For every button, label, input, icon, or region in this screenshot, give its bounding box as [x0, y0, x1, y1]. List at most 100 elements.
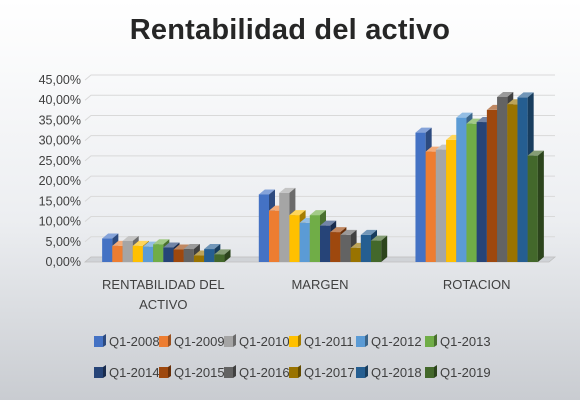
bar-top	[497, 91, 514, 97]
legend-label: Q1-2016	[239, 365, 290, 380]
legend-swatch	[94, 367, 103, 378]
y-tick-label: 0,00%	[46, 255, 81, 269]
bar-top	[371, 235, 388, 241]
legend-swatch-side	[168, 334, 171, 347]
bar	[527, 150, 544, 262]
bar-top	[517, 92, 534, 98]
bar-top	[527, 150, 544, 156]
bar-front	[153, 244, 164, 262]
bar-top	[153, 239, 170, 245]
bar-front	[527, 155, 538, 262]
bar-front	[507, 104, 518, 263]
bar-front	[435, 149, 447, 262]
x-category-label: ACTIVO	[139, 297, 187, 312]
bar-top	[330, 227, 347, 233]
legend-swatch-side	[298, 334, 301, 347]
legend-swatch	[425, 336, 434, 347]
bar-top	[340, 229, 357, 235]
legend-label: Q1-2009	[174, 334, 225, 349]
y-tick-label: 25,00%	[39, 154, 81, 168]
gridline	[84, 74, 555, 81]
bar-top	[415, 127, 432, 133]
bar-front	[102, 238, 113, 262]
bar-top	[320, 220, 337, 226]
legend-item: Q1-2011	[289, 334, 354, 349]
chart-title: Rentabilidad del activo	[129, 14, 451, 46]
legend-swatch	[224, 367, 233, 378]
bar-top	[309, 210, 326, 216]
bar-top	[102, 233, 119, 239]
legend-item: Q1-2019	[425, 365, 491, 380]
legend-item: Q1-2018	[356, 365, 422, 380]
bar-top	[204, 244, 221, 250]
legend-item: Q1-2013	[425, 334, 491, 349]
gridline	[84, 195, 555, 202]
bar-top	[132, 240, 149, 246]
bar-front	[112, 245, 123, 262]
legend-label: Q1-2014	[109, 365, 160, 380]
bar-front	[173, 249, 184, 262]
y-tick-label: 30,00%	[39, 134, 81, 148]
legend-label: Q1-2017	[304, 365, 355, 380]
legend-swatch-side	[365, 334, 368, 347]
x-category-label: RENTABILIDAD DEL	[102, 277, 225, 292]
bar-top	[258, 189, 275, 195]
bar-top	[279, 187, 296, 193]
legend-label: Q1-2011	[304, 334, 354, 349]
y-tick-label: 40,00%	[39, 93, 81, 107]
legend-label: Q1-2015	[174, 365, 225, 380]
bar-top	[214, 249, 231, 255]
bar-front	[497, 96, 508, 262]
legend-label: Q1-2012	[371, 334, 422, 349]
bar-front	[330, 232, 341, 262]
legend-label: Q1-2010	[239, 334, 290, 349]
bar-front	[258, 194, 269, 262]
bar-front	[466, 123, 477, 263]
legend-swatch-side	[434, 365, 437, 378]
bar-front	[183, 249, 194, 262]
y-tick-label: 15,00%	[39, 194, 81, 208]
y-tick-label: 5,00%	[46, 235, 81, 249]
y-tick-label: 10,00%	[39, 215, 81, 229]
bar-top	[289, 210, 306, 216]
legend-swatch-side	[233, 334, 236, 347]
bar-front	[132, 245, 143, 262]
bar-front	[456, 117, 467, 262]
legend-swatch	[159, 367, 168, 378]
bar-front	[517, 97, 528, 262]
legend-label: Q1-2013	[440, 334, 491, 349]
legend-swatch	[159, 336, 168, 347]
legend-item: Q1-2015	[159, 365, 225, 380]
bar-front	[360, 234, 371, 262]
bar-front	[142, 246, 154, 262]
legend-swatch	[425, 367, 434, 378]
bar-front	[425, 151, 436, 262]
legend-swatch	[356, 336, 365, 347]
bar-front	[163, 247, 174, 262]
legend-item: Q1-2014	[94, 365, 160, 380]
y-tick-label: 20,00%	[39, 174, 81, 188]
legend-swatch-side	[103, 365, 106, 378]
legend-swatch	[289, 336, 298, 347]
bar-top	[122, 235, 139, 241]
bar-front	[371, 240, 382, 262]
y-tick-label: 35,00%	[39, 113, 81, 127]
bar-front	[415, 132, 426, 262]
bar-top	[425, 146, 442, 152]
bar-side	[537, 150, 544, 262]
bar-front	[269, 210, 280, 262]
bar-side	[224, 249, 231, 262]
bar-front	[476, 122, 487, 262]
bar-top	[163, 242, 180, 248]
bar-side	[381, 235, 388, 262]
gridline	[84, 236, 555, 243]
bar-front	[122, 240, 133, 262]
legend-label: Q1-2008	[109, 334, 160, 349]
legend-swatch-side	[168, 365, 171, 378]
legend-item: Q1-2017	[289, 365, 355, 380]
bar-front	[320, 225, 331, 262]
legend-item: Q1-2009	[159, 334, 225, 349]
bar-front	[289, 215, 300, 262]
